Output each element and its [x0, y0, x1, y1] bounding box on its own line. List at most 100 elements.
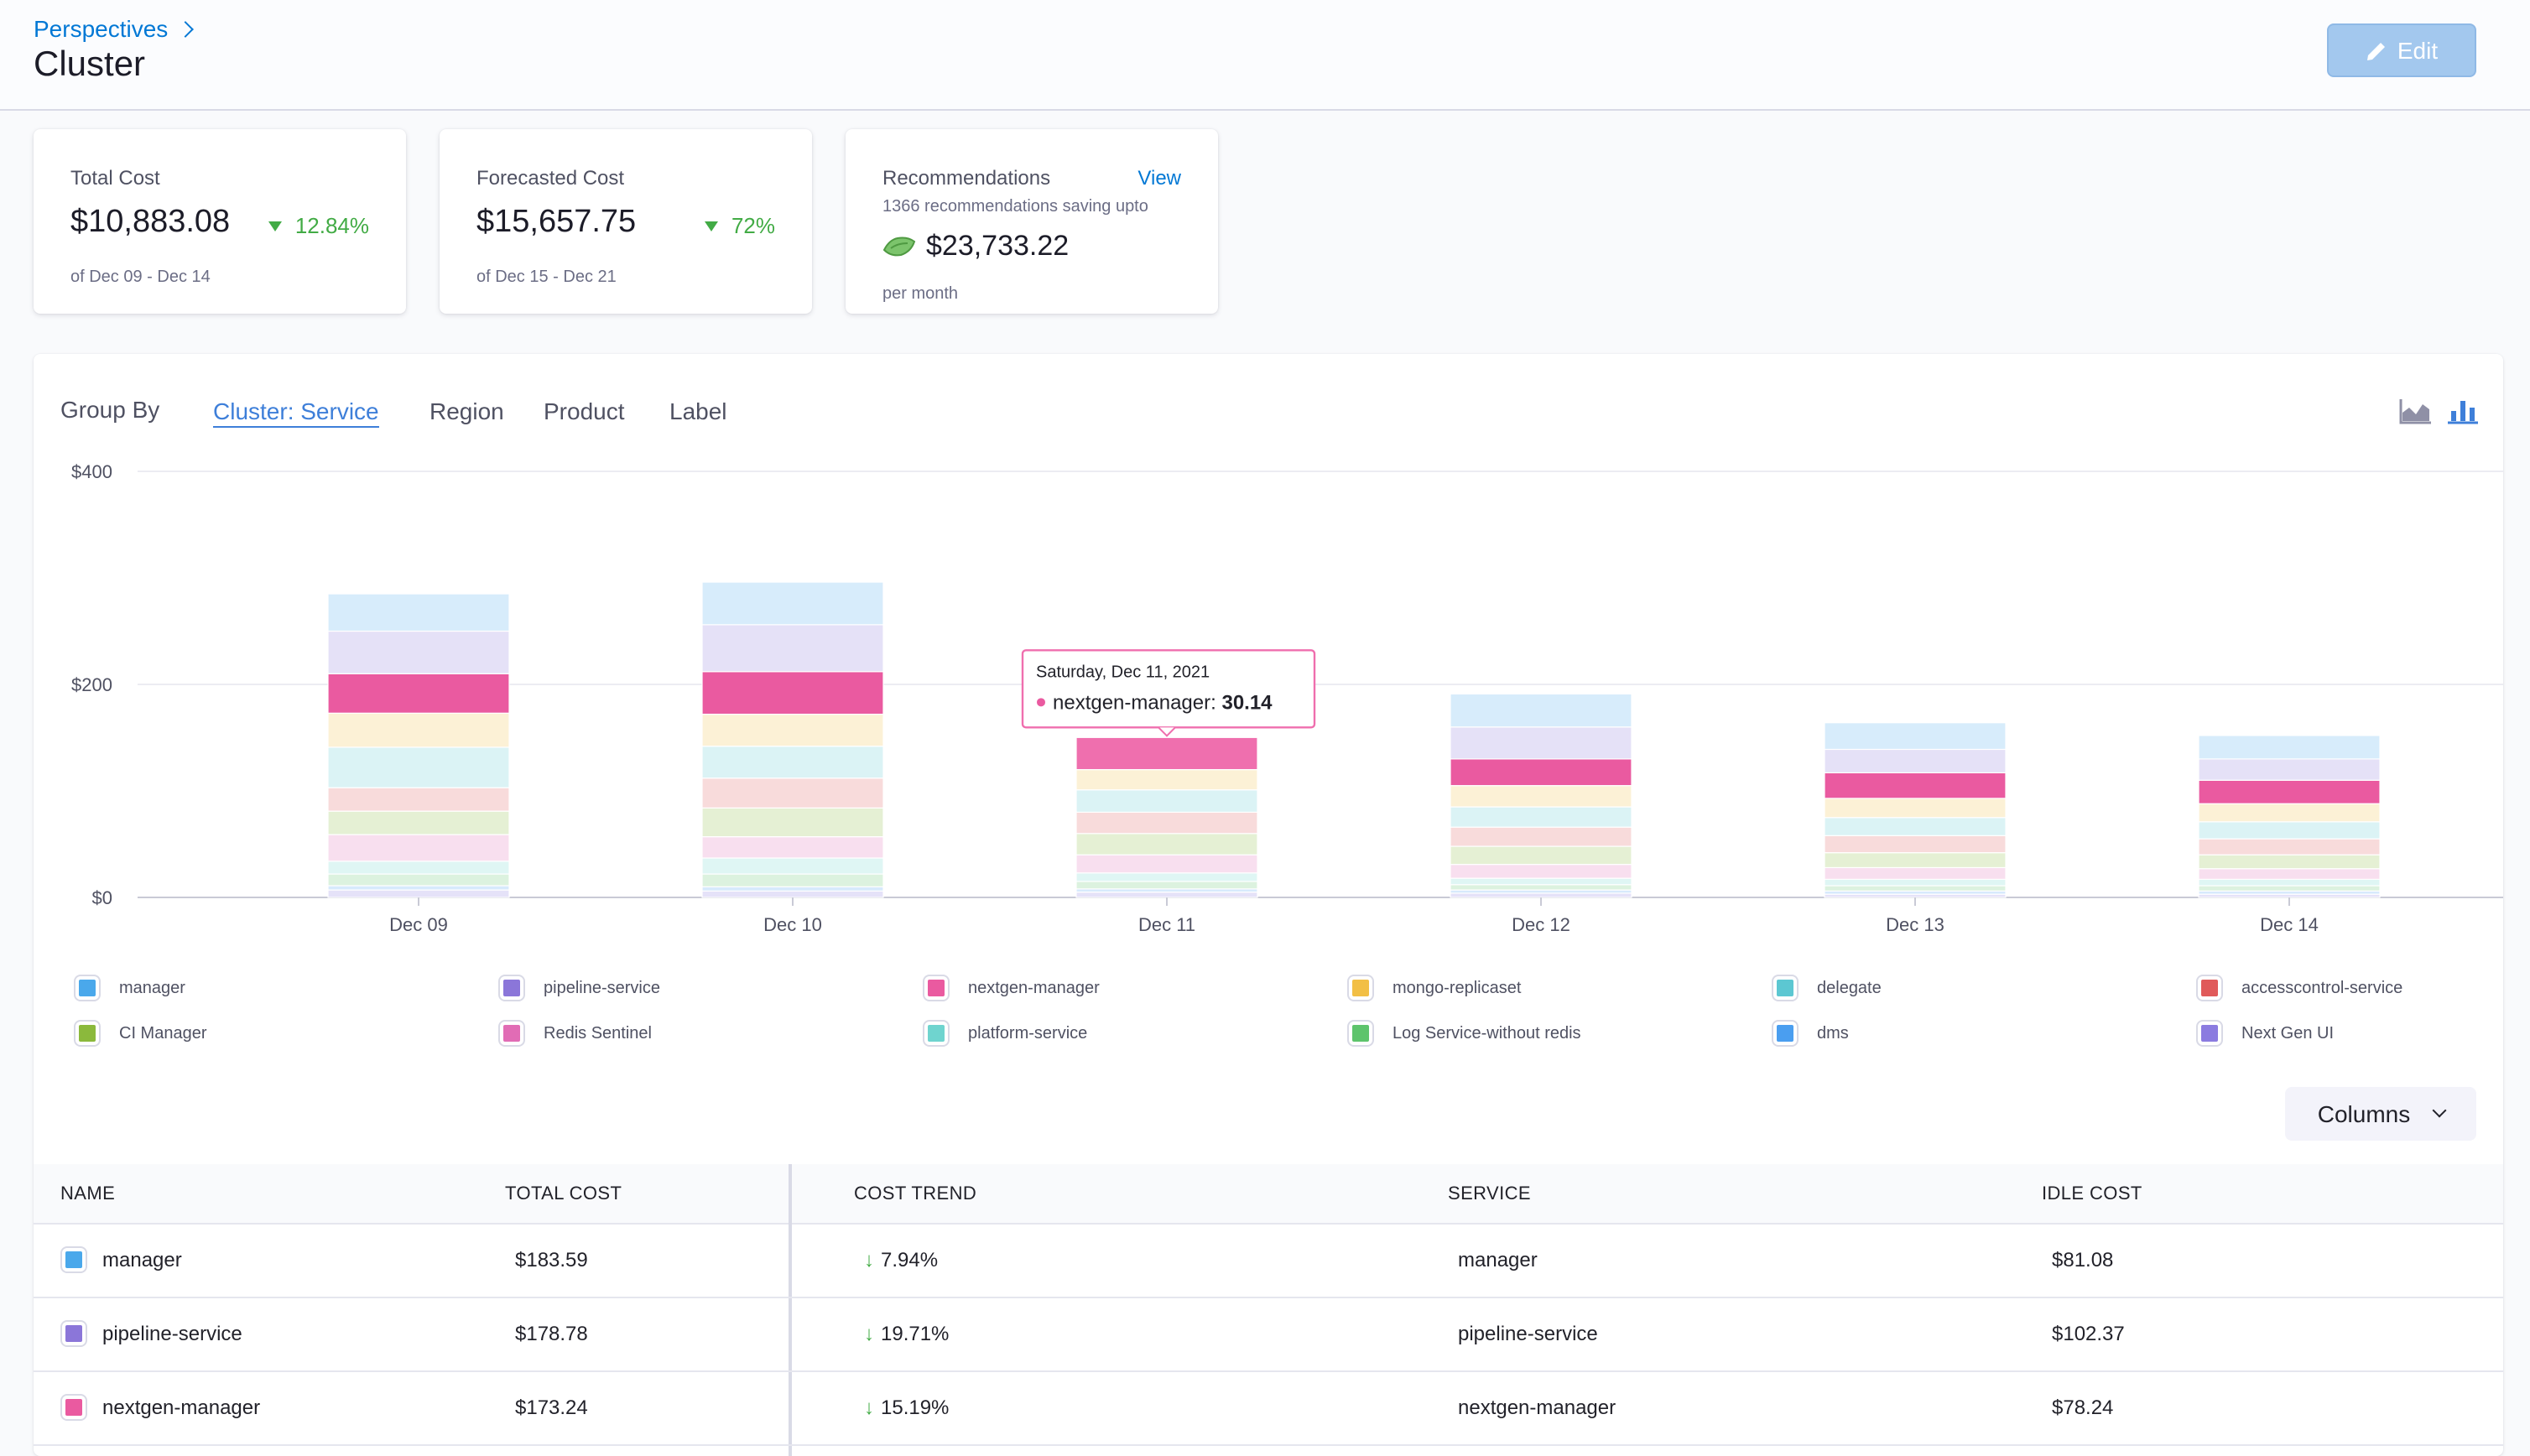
column-total-cost[interactable]: TOTAL COST: [505, 1184, 622, 1204]
tab-label[interactable]: Label: [669, 398, 727, 424]
row-cost-trend-value: 7.94%: [881, 1248, 939, 1271]
bar-segment: [1075, 892, 1258, 898]
column-service[interactable]: SERVICE: [1448, 1184, 1531, 1204]
bar-segment: [2198, 838, 2381, 855]
bar-segment: [327, 834, 510, 862]
bar-segment: [1450, 877, 1632, 886]
table-row[interactable]: nextgen-manager $173.24 ↓ 15.19% nextgen-…: [34, 1372, 2503, 1446]
x-tick-label: Dec 12: [1512, 914, 1570, 935]
breadcrumb-perspectives[interactable]: Perspectives: [34, 15, 169, 42]
x-tick-label: Dec 14: [2260, 914, 2319, 935]
row-name: pipeline-service: [102, 1322, 242, 1345]
edit-button[interactable]: Edit: [2327, 23, 2476, 77]
legend-item[interactable]: Redis Sentinel: [500, 1022, 652, 1045]
legend-swatch: [2198, 976, 2221, 1000]
row-service: pipeline-service: [1458, 1322, 1598, 1345]
column-idle-cost[interactable]: IDLE COST: [2042, 1184, 2142, 1204]
bar-segment: [701, 890, 884, 898]
bar-segment: [1824, 885, 2007, 892]
bar-segment: [1075, 881, 1258, 890]
group-by-label: Group By: [60, 396, 160, 423]
bar-segment: [701, 836, 884, 859]
tab-cluster-service[interactable]: Cluster: Service: [213, 398, 379, 428]
legend-swatch: [924, 1022, 948, 1045]
perspective-panel: Group By Cluster: Service Region Product…: [34, 354, 2503, 1456]
total-cost-card: Total Cost $10,883.08 12.84% of Dec 09 -…: [34, 129, 406, 314]
legend-swatch: [500, 976, 523, 1000]
row-total-cost: $178.78: [515, 1322, 588, 1345]
row-name: nextgen-manager: [102, 1396, 261, 1419]
column-cost-trend[interactable]: COST TREND: [854, 1184, 977, 1204]
recommendations-period: per month: [882, 285, 959, 304]
legend-label: mongo-replicaset: [1393, 979, 1522, 997]
row-cost-trend: ↓ 7.94%: [864, 1248, 938, 1271]
chevron-right-icon: [177, 20, 195, 37]
bar-segment: [1824, 817, 2007, 836]
legend-swatch: [1349, 1022, 1372, 1045]
recommendations-view-link[interactable]: View: [1137, 166, 1181, 190]
tooltip-dot: [1037, 698, 1045, 707]
page-header: Perspectives Cluster Edit: [0, 0, 2530, 111]
bar-segment: [2198, 854, 2381, 870]
table-row[interactable]: pipeline-service $178.78 ↓ 19.71% pipelin…: [34, 1298, 2503, 1372]
bar-segment: [1450, 806, 1632, 828]
bar-segment: [2198, 878, 2381, 887]
legend-item[interactable]: accesscontrol-service: [2198, 976, 2402, 1000]
bar-segment: [327, 712, 510, 748]
column-name[interactable]: NAME: [60, 1184, 116, 1204]
legend-item[interactable]: CI Manager: [75, 1022, 207, 1045]
legend-item[interactable]: delegate: [1773, 976, 1882, 1000]
tooltip-series: nextgen-manager: 30.14: [1053, 691, 1273, 714]
bar-segment: [701, 671, 884, 715]
bar-segment: [1075, 736, 1258, 771]
legend-item[interactable]: mongo-replicaset: [1349, 976, 1521, 1000]
bar-segment: [701, 886, 884, 892]
legend-item[interactable]: Next Gen UI: [2198, 1022, 2334, 1045]
breadcrumb[interactable]: Perspectives: [34, 15, 195, 42]
row-color-swatch: [62, 1322, 86, 1345]
bar-segment: [701, 807, 884, 838]
arrow-down-icon: ↓: [864, 1248, 874, 1271]
bar-segment: [327, 873, 510, 887]
row-idle-cost: $102.37: [2052, 1322, 2125, 1345]
bar-segment: [701, 746, 884, 779]
legend-label: platform-service: [968, 1024, 1088, 1043]
tab-region[interactable]: Region: [429, 398, 504, 424]
legend-item[interactable]: pipeline-service: [500, 976, 660, 1000]
table-row[interactable]: manager $183.59 ↓ 7.94% manager $81.08: [34, 1225, 2503, 1298]
tab-product[interactable]: Product: [544, 398, 625, 424]
cost-bar-chart: $0 $200 $400 Dec 09 Dec 10 Dec 11 Dec 12 Dec 13…: [71, 461, 2503, 935]
bar-segment: [1075, 789, 1258, 813]
legend-swatch: [1773, 976, 1797, 1000]
legend-item[interactable]: nextgen-manager: [924, 976, 1100, 1000]
legend-item[interactable]: Log Service-without redis: [1349, 1022, 1581, 1045]
bar-segment: [2198, 735, 2381, 760]
bar-segment: [1075, 811, 1258, 835]
recommendations-count-text: 1366 recommendations saving upto: [882, 198, 1148, 216]
page-title: Cluster: [34, 45, 146, 84]
legend-label: CI Manager: [119, 1024, 207, 1043]
legend-item[interactable]: platform-service: [924, 1022, 1087, 1045]
legend-label: accesscontrol-service: [2241, 979, 2403, 997]
columns-button[interactable]: Columns: [2285, 1087, 2476, 1141]
area-chart-icon[interactable]: [2399, 398, 2433, 424]
row-color-swatch: [62, 1248, 86, 1271]
column-divider[interactable]: [789, 1164, 792, 1456]
arrow-down-icon: ↓: [864, 1396, 874, 1419]
legend-label: manager: [119, 979, 185, 997]
table-header: NAME TOTAL COST COST TREND SERVICE IDLE …: [34, 1164, 2503, 1225]
recommendations-savings-value: $23,733.22: [926, 230, 1070, 262]
bar-chart-icon[interactable]: [2446, 398, 2480, 424]
bar-segment: [1450, 758, 1632, 787]
bar-segment: [2198, 821, 2381, 840]
pencil-icon: [2366, 42, 2385, 60]
total-cost-value: $10,883.08: [70, 205, 231, 240]
row-cost-trend-value: 19.71%: [881, 1322, 950, 1345]
bar-segment: [701, 713, 884, 747]
x-tick-label: Dec 09: [389, 914, 448, 935]
bar-segment: [1450, 884, 1632, 891]
legend-item[interactable]: dms: [1773, 1022, 1849, 1045]
bar-segment: [2198, 779, 2381, 804]
bar-segment: [1450, 726, 1632, 760]
legend-item[interactable]: manager: [75, 976, 185, 1000]
